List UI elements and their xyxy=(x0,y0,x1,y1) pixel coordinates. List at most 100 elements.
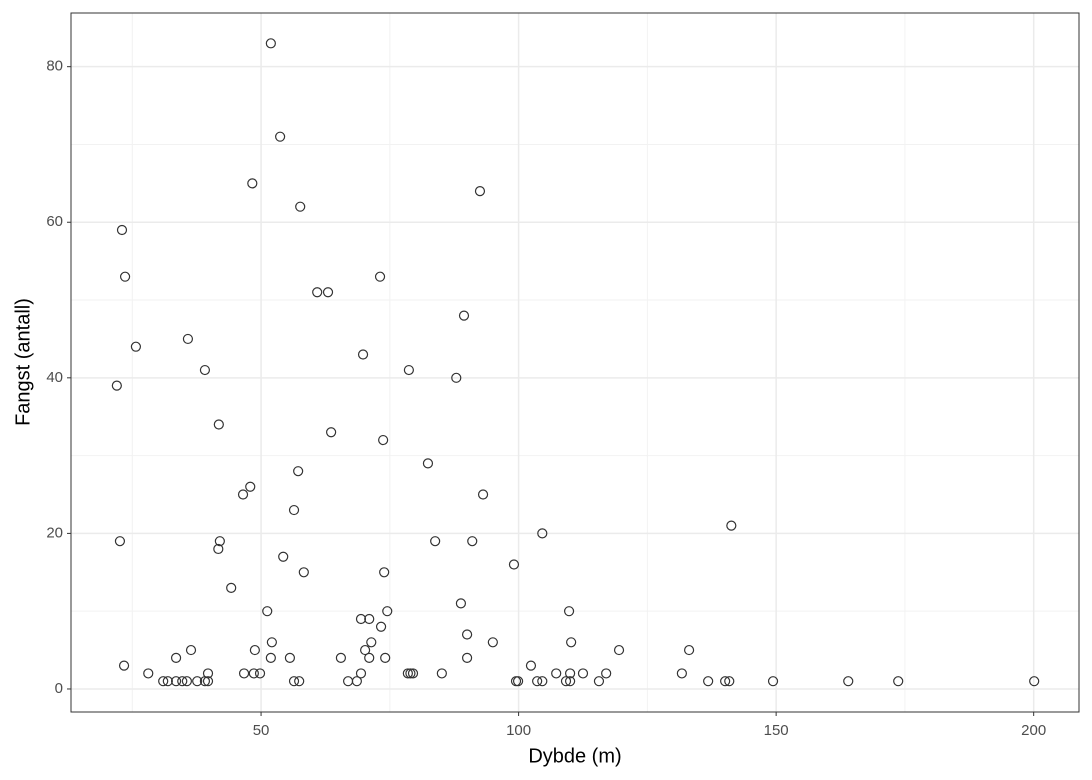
point xyxy=(111,380,122,391)
point xyxy=(532,676,543,687)
point xyxy=(254,668,266,679)
x-tick-label: 100 xyxy=(506,722,531,739)
point xyxy=(262,606,273,617)
point xyxy=(405,668,416,679)
point xyxy=(238,668,250,679)
point xyxy=(487,637,498,648)
point xyxy=(185,644,197,656)
point xyxy=(1029,676,1040,687)
point xyxy=(335,652,346,663)
point xyxy=(266,637,277,648)
point xyxy=(247,178,258,189)
point xyxy=(245,481,256,492)
point xyxy=(422,458,434,469)
point xyxy=(293,466,304,477)
point xyxy=(565,676,576,687)
point xyxy=(214,536,225,547)
point xyxy=(724,676,735,687)
point xyxy=(177,676,188,687)
point xyxy=(525,660,537,671)
point xyxy=(364,613,375,625)
point xyxy=(720,676,731,687)
point xyxy=(563,606,575,617)
point xyxy=(351,676,362,687)
point xyxy=(613,644,625,656)
x-tick-label: 200 xyxy=(1021,722,1046,739)
point xyxy=(130,341,141,352)
point xyxy=(226,582,237,593)
point xyxy=(378,434,389,446)
point xyxy=(119,271,131,282)
point xyxy=(382,606,393,617)
point xyxy=(118,660,130,671)
point xyxy=(182,333,194,345)
points xyxy=(111,38,1040,687)
point xyxy=(326,427,337,438)
point xyxy=(565,668,576,679)
x-axis-title: Dybde (m) xyxy=(528,745,621,767)
point xyxy=(467,536,478,547)
point xyxy=(461,652,473,663)
point xyxy=(116,224,128,236)
panel xyxy=(71,13,1079,712)
point xyxy=(170,676,182,687)
y-tick-label: 60 xyxy=(46,213,63,230)
panel-border xyxy=(70,12,1080,713)
point xyxy=(843,676,854,687)
point xyxy=(726,520,737,531)
point xyxy=(213,419,224,430)
point xyxy=(455,598,467,609)
point xyxy=(275,131,286,142)
point xyxy=(767,676,779,687)
point xyxy=(683,644,695,656)
point xyxy=(237,489,249,500)
point xyxy=(380,652,391,663)
point xyxy=(312,287,323,298)
point xyxy=(477,489,489,500)
point xyxy=(893,676,904,687)
point xyxy=(143,668,154,679)
y-tick-label: 0 xyxy=(55,680,63,697)
point xyxy=(451,372,462,383)
point xyxy=(295,201,306,212)
point xyxy=(284,652,296,663)
point xyxy=(192,676,203,687)
point xyxy=(248,668,259,679)
point xyxy=(213,543,224,555)
point xyxy=(364,652,375,663)
point xyxy=(458,310,470,321)
y-axis-title: Fangst (antall) xyxy=(12,298,34,426)
point xyxy=(162,676,173,687)
point xyxy=(566,637,577,648)
point xyxy=(407,668,419,679)
point xyxy=(360,644,371,656)
x-tick-label: 50 xyxy=(253,722,270,739)
point xyxy=(461,629,473,640)
x-tick-label: 150 xyxy=(764,722,789,739)
point xyxy=(249,644,260,656)
point xyxy=(265,652,276,663)
point xyxy=(170,652,182,663)
y-tick-label: 40 xyxy=(46,369,63,386)
point xyxy=(560,676,572,687)
point xyxy=(379,567,390,578)
point xyxy=(265,38,276,49)
point xyxy=(181,676,192,687)
point xyxy=(375,621,387,632)
point xyxy=(357,349,369,360)
point xyxy=(512,676,524,687)
point xyxy=(355,613,367,625)
point xyxy=(537,676,548,687)
point xyxy=(436,668,447,679)
point xyxy=(703,676,714,687)
point xyxy=(601,668,612,679)
point xyxy=(551,668,562,679)
point xyxy=(593,676,605,687)
y-tick-label: 20 xyxy=(46,524,63,541)
point xyxy=(474,186,486,197)
point xyxy=(288,676,300,687)
point xyxy=(114,536,126,547)
point xyxy=(508,559,520,570)
point xyxy=(403,364,414,376)
